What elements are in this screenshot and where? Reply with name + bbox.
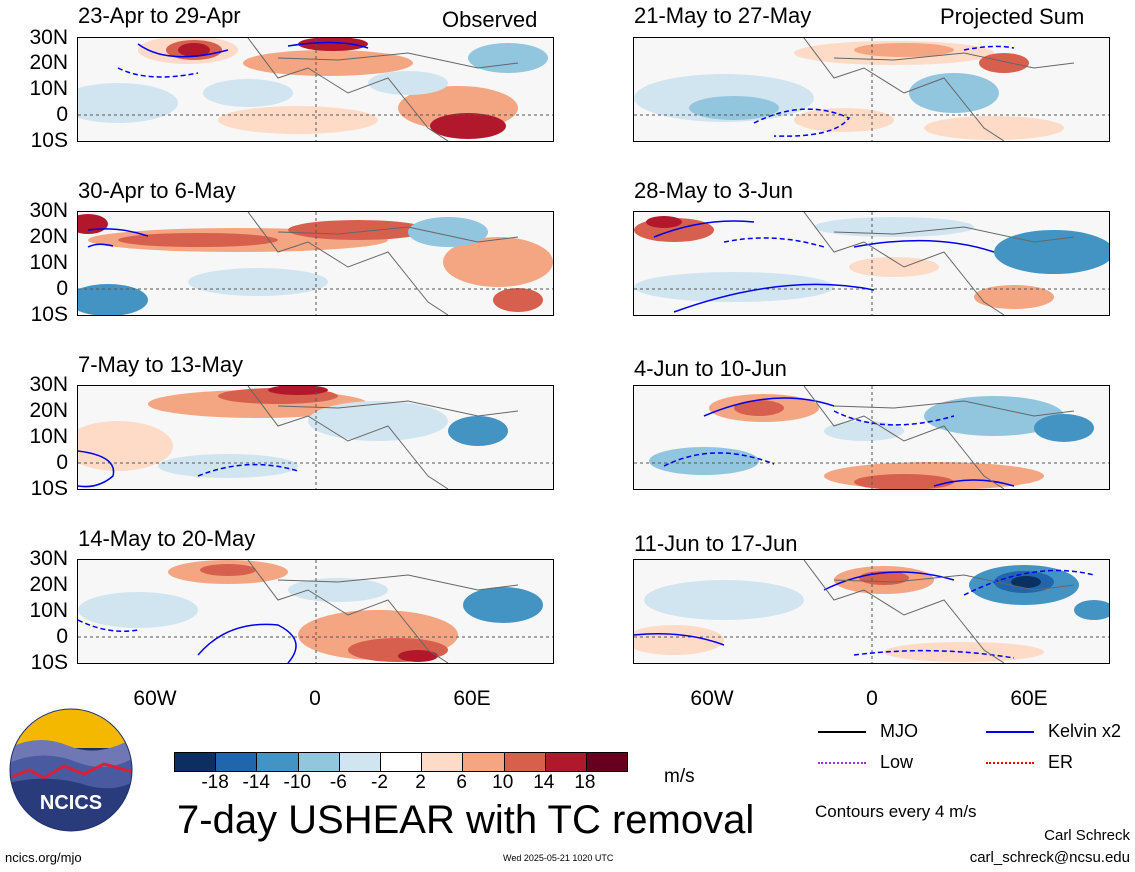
colorbar-swatch — [504, 753, 546, 771]
colorbar-tick-label: 10 — [492, 772, 514, 793]
legend-item-kelvin: Kelvin x2 — [986, 721, 1121, 742]
legend-label: Kelvin x2 — [1048, 721, 1122, 741]
projected-label: Projected Sum — [940, 4, 1085, 29]
colorbar-swatch — [257, 753, 299, 771]
legend-line-icon — [986, 730, 1034, 733]
map-panel-2 — [77, 211, 554, 316]
lat-tick-label: 20N — [29, 51, 68, 74]
lat-tick-label: 20N — [29, 399, 68, 422]
lat-tick-label: 0 — [56, 451, 68, 474]
panel-title-7: 4-Jun to 10-Jun — [634, 356, 787, 381]
legend-label: ER — [1048, 752, 1074, 772]
observed-label: Observed — [442, 7, 538, 32]
colorbar-tick-label: -2 — [371, 772, 388, 793]
colorbar-swatch — [545, 753, 587, 771]
colorbar-tick-label: -18 — [201, 772, 229, 793]
colorbar-swatch — [463, 753, 505, 771]
author-name: Carl Schreck — [1044, 827, 1130, 844]
lon-tick-label: 0 — [866, 687, 878, 710]
colorbar-tick-label: 18 — [574, 772, 596, 793]
lat-tick-label: 0 — [56, 277, 68, 300]
lat-tick-label: 10N — [29, 251, 68, 274]
lat-tick-label: 30N — [29, 373, 68, 396]
product-title: 7-day USHEAR with TC removal — [177, 798, 755, 842]
map-panel-6 — [633, 211, 1110, 316]
panel-title-6: 28-May to 3-Jun — [634, 178, 793, 203]
colorbar-tick-label: 14 — [533, 772, 555, 793]
lon-tick-label: 60E — [1010, 687, 1048, 710]
lat-tick-label: 30N — [29, 199, 68, 222]
lat-tick-label: 20N — [29, 225, 68, 248]
map-panel-7 — [633, 385, 1110, 490]
map-panel-4 — [77, 559, 554, 664]
lat-tick-label: 10S — [30, 651, 68, 674]
legend-item-er: ER — [986, 752, 1073, 773]
logo-text: NCICS — [40, 792, 102, 814]
units-label: m/s — [664, 766, 695, 787]
colorbar-tick-label: -6 — [329, 772, 347, 793]
colorbar-swatch — [298, 753, 340, 771]
colorbar-tick-label: -10 — [283, 772, 311, 793]
lat-tick-label: 0 — [56, 625, 68, 648]
panel-title-3: 7-May to 13-May — [78, 352, 244, 377]
lat-tick-label: 10S — [30, 303, 68, 326]
panel-title-4: 14-May to 20-May — [78, 526, 256, 551]
panel-title-5: 21-May to 27-May — [634, 3, 812, 28]
colorbar-swatch — [216, 753, 258, 771]
map-panel-8 — [633, 559, 1110, 664]
lat-tick-label: 10S — [30, 129, 68, 152]
lat-tick-label: 10N — [29, 77, 68, 100]
colorbar-swatch — [380, 753, 423, 771]
panel-title-8: 11-Jun to 17-Jun — [634, 531, 798, 556]
colorbar-tick-label: 6 — [456, 772, 467, 793]
lat-tick-label: 10S — [30, 477, 68, 500]
colorbar-swatch — [586, 753, 628, 771]
legend-line-icon — [986, 761, 1034, 764]
legend-line-icon — [818, 761, 866, 764]
lat-tick-label: 30N — [29, 547, 68, 570]
lon-tick-label: 60E — [453, 687, 491, 710]
map-panel-5 — [633, 37, 1110, 142]
ncics-logo: NCICS — [9, 708, 133, 837]
lat-tick-label: 20N — [29, 573, 68, 596]
timestamp: Wed 2025-05-21 1020 UTC — [503, 853, 614, 863]
panel-title-1: 23-Apr to 29-Apr — [78, 3, 241, 28]
legend-line-icon — [818, 730, 866, 733]
colorbar-tick-label: 2 — [415, 772, 426, 793]
colorbar — [174, 752, 628, 772]
panel-title-2: 30-Apr to 6-May — [78, 178, 236, 203]
lon-tick-label: 60W — [133, 687, 177, 710]
site-url: ncics.org/mjo — [5, 850, 82, 865]
lat-tick-label: 30N — [29, 26, 68, 49]
colorbar-swatch — [339, 753, 381, 771]
colorbar-tick-label: -14 — [242, 772, 270, 793]
lon-tick-label: 0 — [309, 687, 321, 710]
map-panel-3 — [77, 385, 554, 490]
colorbar-swatch — [175, 753, 217, 771]
colorbar-swatch — [422, 753, 464, 771]
lat-tick-label: 10N — [29, 425, 68, 448]
contour-note: Contours every 4 m/s — [815, 802, 977, 821]
lat-tick-label: 0 — [56, 103, 68, 126]
legend-item-mjo: MJO — [818, 721, 918, 742]
lat-tick-label: 10N — [29, 599, 68, 622]
map-panel-1 — [77, 37, 554, 142]
legend-item-low: Low — [818, 752, 913, 773]
author-email: carl_schreck@ncsu.edu — [969, 849, 1130, 866]
legend-label: Low — [880, 752, 914, 772]
legend-label: MJO — [880, 721, 918, 741]
lon-tick-label: 60W — [690, 687, 734, 710]
